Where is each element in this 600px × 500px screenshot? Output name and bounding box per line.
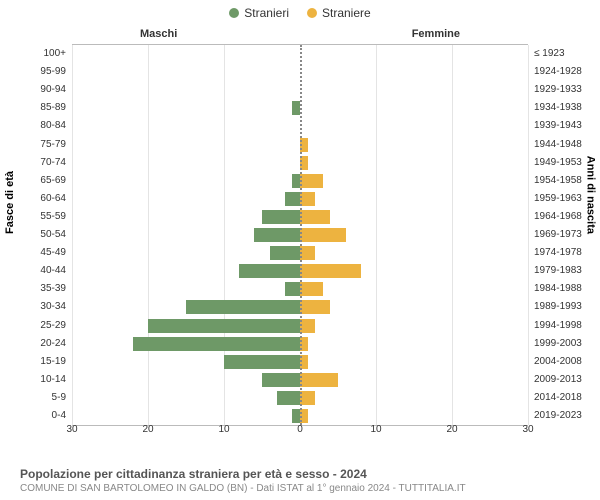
age-label: 15-19 — [40, 357, 66, 367]
bar-female — [300, 210, 330, 224]
bar-female — [300, 282, 323, 296]
legend-male: Stranieri — [229, 6, 289, 20]
age-label: 10-14 — [40, 375, 66, 385]
col-title-left: Maschi — [140, 28, 177, 40]
legend: Stranieri Straniere — [0, 0, 600, 22]
birth-year-label: ≤ 1923 — [534, 49, 565, 59]
age-label: 20-24 — [40, 339, 66, 349]
birth-year-label: 1954-1958 — [534, 176, 582, 186]
birth-year-label: 1984-1988 — [534, 284, 582, 294]
bar-female — [300, 391, 315, 405]
bar-male — [148, 319, 300, 333]
age-label: 55-59 — [40, 212, 66, 222]
age-label: 60-64 — [40, 194, 66, 204]
bar-female — [300, 300, 330, 314]
x-tick-label: 30 — [66, 424, 77, 435]
bar-female — [300, 246, 315, 260]
bar-male — [262, 373, 300, 387]
bar-male — [270, 246, 300, 260]
bar-female — [300, 264, 361, 278]
bar-male — [292, 101, 300, 115]
bar-male — [285, 192, 300, 206]
bar-male — [285, 282, 300, 296]
legend-male-swatch — [229, 8, 239, 18]
age-label: 25-29 — [40, 321, 66, 331]
age-label: 45-49 — [40, 248, 66, 258]
birth-year-label: 1959-1963 — [534, 194, 582, 204]
gridline — [528, 45, 529, 425]
bar-male — [277, 391, 300, 405]
age-label: 100+ — [43, 49, 66, 59]
birth-year-label: 2014-2018 — [534, 393, 582, 403]
age-label: 85-89 — [40, 103, 66, 113]
footer: Popolazione per cittadinanza straniera p… — [20, 467, 590, 494]
birth-year-label: 1999-2003 — [534, 339, 582, 349]
age-label: 75-79 — [40, 140, 66, 150]
legend-female-swatch — [307, 8, 317, 18]
birth-year-label: 1949-1953 — [534, 158, 582, 168]
legend-female-label: Straniere — [322, 6, 371, 20]
age-label: 0-4 — [52, 411, 66, 421]
birth-year-label: 2004-2008 — [534, 357, 582, 367]
birth-year-label: 1929-1933 — [534, 85, 582, 95]
center-axis — [300, 45, 302, 425]
bar-female — [300, 192, 315, 206]
age-label: 90-94 — [40, 85, 66, 95]
x-tick-label: 10 — [370, 424, 381, 435]
x-tick-label: 30 — [522, 424, 533, 435]
birth-year-label: 1979-1983 — [534, 266, 582, 276]
bar-female — [300, 174, 323, 188]
birth-year-label: 1934-1938 — [534, 103, 582, 113]
age-label: 50-54 — [40, 230, 66, 240]
x-tick-label: 10 — [218, 424, 229, 435]
bar-male — [292, 174, 300, 188]
bar-male — [262, 210, 300, 224]
x-tick-label: 20 — [142, 424, 153, 435]
birth-year-label: 2009-2013 — [534, 375, 582, 385]
bar-male — [292, 409, 300, 423]
birth-year-label: 2019-2023 — [534, 411, 582, 421]
birth-year-label: 1994-1998 — [534, 321, 582, 331]
birth-year-label: 1924-1928 — [534, 67, 582, 77]
bar-male — [133, 337, 300, 351]
bar-male — [254, 228, 300, 242]
bar-female — [300, 319, 315, 333]
age-label: 95-99 — [40, 67, 66, 77]
y-axis-label-left: Fasce di età — [4, 171, 16, 234]
legend-male-label: Stranieri — [244, 6, 289, 20]
age-label: 70-74 — [40, 158, 66, 168]
birth-year-label: 1964-1968 — [534, 212, 582, 222]
birth-year-label: 1989-1993 — [534, 302, 582, 312]
bar-male — [224, 355, 300, 369]
age-label: 65-69 — [40, 176, 66, 186]
legend-female: Straniere — [307, 6, 371, 20]
age-label: 40-44 — [40, 266, 66, 276]
birth-year-label: 1944-1948 — [534, 140, 582, 150]
bar-female — [300, 228, 346, 242]
x-tick-label: 0 — [297, 424, 303, 435]
birth-year-label: 1969-1973 — [534, 230, 582, 240]
bar-female — [300, 373, 338, 387]
birth-year-label: 1939-1943 — [534, 121, 582, 131]
bar-male — [239, 264, 300, 278]
birth-year-label: 1974-1978 — [534, 248, 582, 258]
age-label: 80-84 — [40, 121, 66, 131]
chart-area: 100+≤ 192395-991924-192890-941929-193385… — [72, 44, 528, 426]
x-tick-label: 20 — [446, 424, 457, 435]
col-title-right: Femmine — [412, 28, 460, 40]
chart-title: Popolazione per cittadinanza straniera p… — [20, 467, 590, 481]
chart-subtitle: COMUNE DI SAN BARTOLOMEO IN GALDO (BN) -… — [20, 483, 590, 494]
age-label: 35-39 — [40, 284, 66, 294]
age-label: 5-9 — [52, 393, 66, 403]
bar-male — [186, 300, 300, 314]
age-label: 30-34 — [40, 302, 66, 312]
y-axis-label-right: Anni di nascita — [584, 156, 596, 234]
